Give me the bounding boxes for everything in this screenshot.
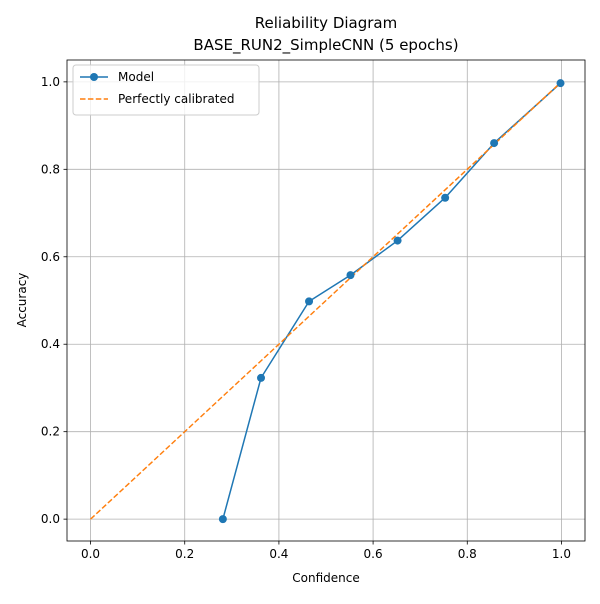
y-tick-label: 0.6 <box>41 250 60 264</box>
x-tick-label: 0.0 <box>81 547 100 561</box>
chart-title: Reliability Diagram <box>255 14 397 32</box>
legend-model-label: Model <box>118 70 154 84</box>
plot-frame <box>66 59 586 542</box>
series-layer <box>90 79 565 524</box>
model-data-point <box>346 271 355 280</box>
model-data-point <box>556 79 565 88</box>
y-tick-label: 0.4 <box>41 337 60 351</box>
y-tick-label: 0.8 <box>41 162 60 176</box>
x-axis-label: Confidence <box>292 571 359 585</box>
y-tick-label: 0.0 <box>41 512 60 526</box>
grid-layer <box>67 60 585 541</box>
legend-calibrated-label: Perfectly calibrated <box>118 92 235 106</box>
y-axis-label: Accuracy <box>15 273 29 328</box>
model-data-point <box>218 515 227 524</box>
legend: Model Perfectly calibrated <box>72 64 260 116</box>
x-tick-label: 0.2 <box>175 547 194 561</box>
model-data-point <box>393 236 402 245</box>
x-tick-label: 0.8 <box>458 547 477 561</box>
model-data-point <box>441 193 450 202</box>
model-data-point <box>490 139 499 148</box>
chart-subtitle: BASE_RUN2_SimpleCNN (5 epochs) <box>193 36 458 55</box>
model-data-point <box>257 373 266 382</box>
y-tick-label: 1.0 <box>41 75 60 89</box>
x-tick-label: 1.0 <box>552 547 571 561</box>
perfectly-calibrated-line <box>90 81 562 520</box>
model-data-point <box>305 297 314 306</box>
x-tick-label: 0.4 <box>269 547 288 561</box>
tick-layer: 0.0 0.2 0.4 0.6 0.8 1.0 0.0 0.2 0.4 0.6 0.8 1.0 <box>41 75 571 561</box>
x-tick-label: 0.6 <box>364 547 383 561</box>
legend-model-marker <box>90 73 98 81</box>
legend-box <box>72 64 260 116</box>
y-tick-label: 0.2 <box>41 425 60 439</box>
